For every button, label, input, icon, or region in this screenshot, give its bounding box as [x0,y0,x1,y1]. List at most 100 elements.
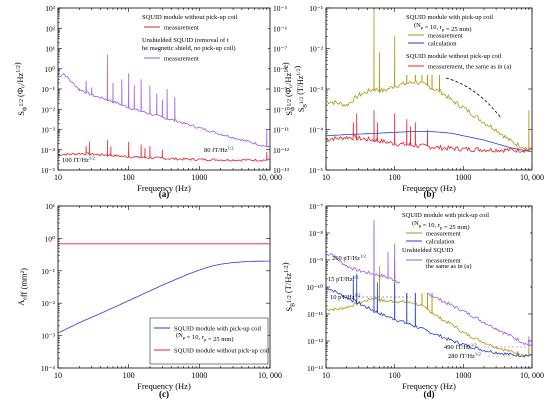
annotation-280ft: 280 fT/Hz1/2 [448,351,481,360]
y-tick-label: 10⁻¹¹ [307,310,323,319]
annotation-260pt: 260 pT/Hz1/2 [332,253,367,262]
series-line-0 [58,260,270,334]
legend-group2-title: SQUID module without pick-up coil [406,53,502,60]
y-tick-label: 10⁻³ [309,85,323,94]
y-tick-label: 10⁻⁴ [41,146,55,155]
plot-frame [57,205,271,369]
y-axis-label: SΦ1/2 (Φ₀/Hz1/2) [280,62,297,116]
x-tick-label: 1000 [455,371,471,380]
legend-group1-title: SQUID module with pick-up coil [406,14,493,21]
panel-label: (d) [424,389,435,399]
legend-group2-title: Unshielded SQUID [402,247,453,254]
legend-b-s3-label: measurement, the same as in (a) [428,64,511,71]
legend-a-s2-label: measurement [164,56,199,63]
legend-d-s1-label: measurement [426,231,461,238]
legend-c-s1-label: SQUID module with pick-up coil [174,326,261,333]
y2-tick-label: 10⁻¹¹ [273,126,289,135]
legend-group1-title: SQUID module without pick-up coil [142,14,238,21]
annotation-10pt: 10 pT/Hz1/2 [330,292,361,301]
x-axis-label: Frequency (Hz) [402,381,456,391]
legend-c-s2-label: SQUID module without pick-up coil [174,348,270,355]
y-tick-label: 10¹ [45,202,55,211]
x-tick-label: 1000 [191,371,207,380]
legend-group1-params: (Np = 10, rp = 25 mm) [412,220,470,231]
y-tick-label: 10⁻¹ [41,85,55,94]
y-tick-label: 10⁻³ [41,126,55,135]
y-tick-label: 10⁻² [309,45,323,54]
x-tick-label: 100 [123,173,135,182]
annotation-15pt: 15 pT/Hz1/2 [328,274,359,283]
legend-box [149,317,269,365]
legend-a-s1-label: measurement [164,25,199,32]
series-line-2 [326,110,532,154]
chart-panel-c: 10 100 1000 10, 000 10⁻⁴ 10⁻³ 10⁻² 10⁻¹ 10⁰ 10¹ Fr… [16,202,282,399]
legend-group1-title: SQUID module with pick-up coil [402,212,489,219]
x-tick-label: 10 [322,173,330,182]
y2-tick-label: 10⁻⁸ [273,65,287,74]
y-tick-label: 10¹ [45,45,55,54]
chart-panel-a: 10 100 1000 10, 000 10⁻⁵ 10⁻⁴ 10⁻³ 10⁻² 10⁻¹ 10⁰ 1… [12,4,309,199]
panel-label: (b) [424,189,435,199]
y-tick-label: 10⁰ [44,234,55,243]
panel-label: (a) [159,189,170,199]
series-group [326,9,532,154]
legend-b-s1-label: measurement [428,33,463,40]
x-tick-label: 100 [123,371,135,380]
y2-tick-label: 10⁻⁵ [273,4,287,13]
series-line-0 [326,224,532,357]
legend-box [404,11,530,75]
y-tick-label: 10⁻⁸ [309,229,323,238]
series-line-1 [326,274,532,358]
series-line-0 [58,140,270,162]
y-tick-label: 10⁻¹ [309,4,323,13]
y2-tick-label: 10⁻¹⁰ [273,105,290,114]
x-tick-label: 10 [54,173,62,182]
y-tick-label: 10³ [45,4,56,13]
x-tick-label: 10, 000 [520,371,544,380]
y-tick-label: 10⁻⁹ [309,256,323,265]
annotation-100ft: 100 fT/Hz1/2 [62,155,95,164]
annotation-490ft: 490 fT/Hz1/2 [444,342,477,351]
y-tick-label: 10⁻¹² [307,337,324,346]
x-tick-label: 100 [389,371,401,380]
x-tick-label: 10, 000 [258,371,282,380]
y-axis-label: Aeff (mm²) [16,268,29,306]
y-tick-label: 10² [45,24,56,33]
y-tick-label: 10⁻⁴ [41,364,55,373]
x-axis-label: Frequency (Hz) [402,183,456,193]
panel-label: (c) [159,389,169,399]
x-tick-label: 10 [54,371,62,380]
x-tick-label: 10 [322,371,330,380]
legend-group2-title-line1: Unshielded SQUID (removal of t [142,37,229,44]
x-tick-label: 1000 [191,173,207,182]
x-tick-label: 10, 000 [258,173,282,182]
y2-tick-label: 10⁻¹² [273,146,290,155]
legend-group1-params: (Np = 10, rp = 25 mm) [414,22,472,33]
legend-d-s3-label: measurement [426,258,461,265]
series-line-0 [326,9,532,151]
y-axis-label: SB1/2 (T/Hz1/2) [280,262,297,311]
y-tick-label: 10⁻³ [41,332,55,341]
series-group [58,243,270,334]
legend-c-s1-params: (Np = 10, rp = 25 mm) [176,332,234,343]
legend-b-s2-label: calculation [428,41,457,48]
annotation-80ft: 80 fT/Hz1/2 [204,145,234,154]
y-tick-label: 10⁻⁵ [41,166,55,175]
y-tick-label: 10⁻⁷ [309,202,323,211]
y-tick-label: 10⁰ [44,65,55,74]
y-tick-label: 10⁻¹ [41,267,55,276]
y2-tick-label: 10⁻⁶ [273,24,287,33]
x-tick-label: 10, 000 [520,173,544,182]
x-tick-label: 1000 [455,173,471,182]
x-tick-label: 100 [389,173,401,182]
y2-tick-label: 10⁻⁹ [273,85,287,94]
series-line-1 [326,131,532,153]
chart-panel-b: 10 100 1000 10, 000 10⁻⁵ 10⁻⁴ 10⁻³ 10⁻² 10⁻¹ Freq… [280,4,544,199]
x-axis-label: Frequency (Hz) [137,183,191,193]
legend-d-s3-sublabel: the same as in (a) [426,263,471,270]
y2-axis-label: SB1/2 (T/Hz1/2) [293,66,308,113]
chart-panel-d: 10 100 1000 10, 000 10⁻¹³ 10⁻¹² 10⁻¹¹ 10⁻¹⁰ 10⁻⁹… [280,202,544,399]
legend-group2-title-line2: he magnetic shield, no pick-up coil) [142,45,236,52]
y2-tick-label: 10⁻¹³ [273,166,290,175]
